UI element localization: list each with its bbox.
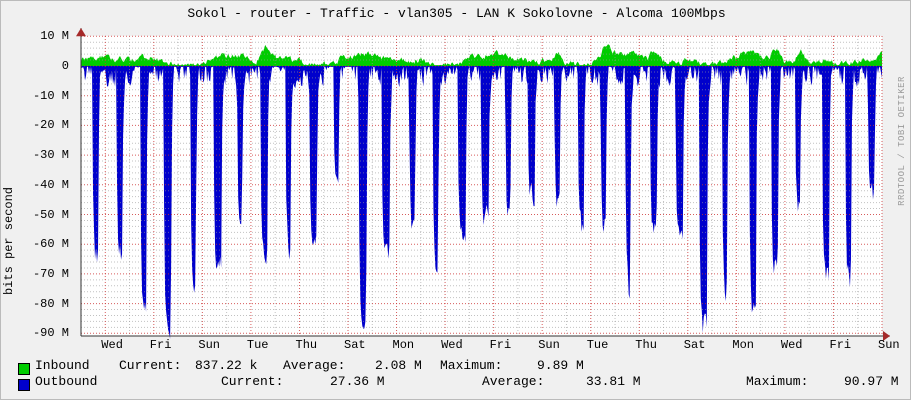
svg-text:RRDTOOL / TOBI OETIKER: RRDTOOL / TOBI OETIKER [897, 76, 907, 206]
